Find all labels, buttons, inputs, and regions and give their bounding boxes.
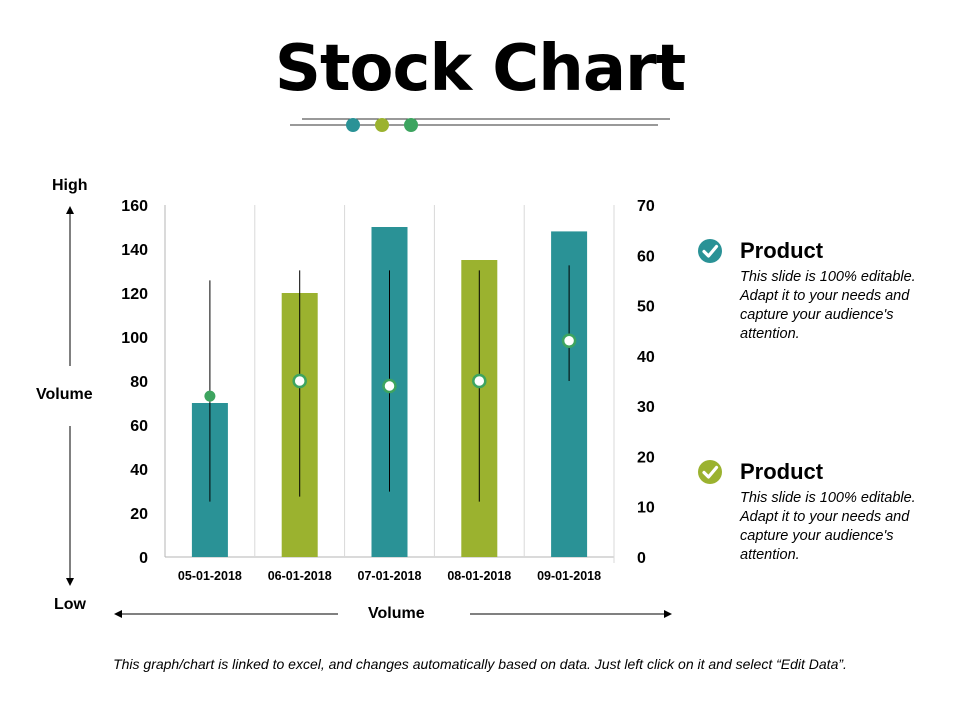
x-tick-label: 08-01-2018 bbox=[447, 569, 511, 583]
legend-title: Product bbox=[740, 238, 824, 263]
y-left-tick-label: 140 bbox=[121, 242, 148, 259]
y-left-tick-label: 0 bbox=[139, 550, 148, 567]
y-left-tick-label: 20 bbox=[130, 506, 148, 523]
legend-description: This slide is 100% editable. Adapt it to… bbox=[740, 490, 916, 563]
y-right-tick-label: 0 bbox=[637, 550, 646, 567]
y-right-tick-label: 10 bbox=[637, 500, 655, 517]
close-marker bbox=[561, 333, 577, 349]
close-marker bbox=[292, 373, 307, 389]
close-marker bbox=[382, 378, 397, 394]
tick-labels: 05-01-2018 06-01-2018 07-01-2018 08-01-2018… bbox=[121, 198, 655, 583]
legend-title: Product bbox=[740, 459, 824, 484]
ornament-dot-green bbox=[404, 118, 418, 132]
close-marker bbox=[204, 390, 216, 402]
y-right-tick-label: 50 bbox=[637, 299, 655, 316]
y-right-tick-label: 40 bbox=[637, 349, 655, 366]
y-right-tick-label: 30 bbox=[637, 399, 655, 416]
grid bbox=[164, 205, 615, 563]
y-left-tick-label: 60 bbox=[130, 418, 148, 435]
check-circle-icon bbox=[698, 460, 722, 484]
volume-side-label: Volume bbox=[36, 386, 93, 403]
y-left-tick-label: 120 bbox=[121, 286, 148, 303]
low-label: Low bbox=[54, 596, 86, 613]
x-tick-label: 07-01-2018 bbox=[358, 569, 422, 583]
y-left-tick-label: 80 bbox=[130, 374, 148, 391]
check-circle-icon bbox=[698, 239, 722, 263]
x-tick-label: 09-01-2018 bbox=[537, 569, 601, 583]
close-marker bbox=[472, 373, 487, 389]
ornament-dot-teal bbox=[346, 118, 360, 132]
footnote: This graph/chart is linked to excel, and… bbox=[113, 656, 847, 672]
y-left-tick-label: 160 bbox=[121, 198, 148, 215]
y-left-tick-label: 100 bbox=[121, 330, 148, 347]
title-divider bbox=[290, 118, 670, 132]
y-right-tick-label: 20 bbox=[637, 449, 655, 466]
ornament-dot-olive bbox=[375, 118, 389, 132]
y-left-tick-label: 40 bbox=[130, 462, 148, 479]
page-title: Stock Chart bbox=[274, 32, 686, 106]
x-tick-label: 05-01-2018 bbox=[178, 569, 242, 583]
legend-description: This slide is 100% editable. Adapt it to… bbox=[740, 269, 916, 342]
high-label: High bbox=[52, 177, 88, 194]
x-tick-label: 06-01-2018 bbox=[268, 569, 332, 583]
y-right-tick-label: 60 bbox=[637, 248, 655, 265]
y-right-tick-label: 70 bbox=[637, 198, 655, 215]
volume-bottom-label: Volume bbox=[368, 605, 425, 622]
close-markers bbox=[204, 333, 577, 402]
